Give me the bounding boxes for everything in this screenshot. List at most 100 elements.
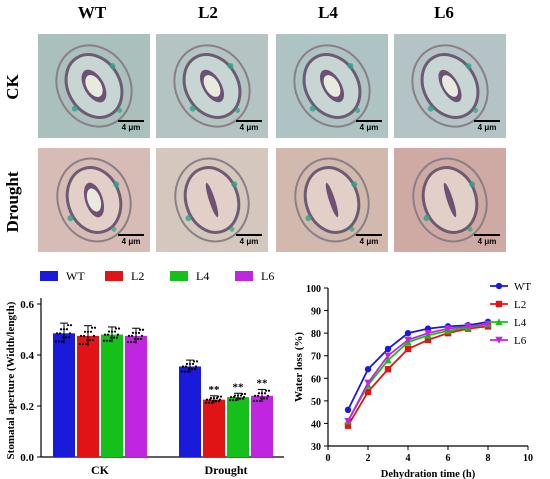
point-wt [384,345,392,353]
data-point [184,365,188,368]
scale-bar: 4 μm [118,234,144,246]
data-point [66,324,70,327]
data-point [60,340,64,343]
data-point [59,328,63,331]
y-tick-label: 100 [306,284,321,295]
x-tick-label: 8 [486,453,491,464]
point-l6 [384,352,392,360]
data-point [138,328,142,331]
scale-bar: 4 μm [118,120,144,132]
data-point [239,394,243,397]
scale-bar-line [118,234,144,236]
scale-bar-line [236,120,262,122]
data-point [241,397,245,400]
data-point [207,401,211,404]
point-l4 [384,356,392,364]
data-point [108,339,112,342]
column-label-l2: L2 [198,3,218,22]
data-point [107,330,111,333]
point-l2 [364,388,372,396]
column-label-l6: L6 [434,3,454,22]
data-point [205,398,209,401]
line-series-l2 [347,325,489,427]
bar-l2-ck [77,335,99,457]
data-point [217,400,221,403]
micrograph-drought-l6: 4 μm [394,148,506,252]
legend-marker-l6 [495,336,503,344]
data-point [130,334,134,337]
point-wt [344,406,352,414]
scale-bar-line [474,234,500,236]
legend-swatch-l2 [105,271,123,281]
column-label-wt: WT [77,3,107,22]
data-point [191,362,195,366]
legend-label-l2: L2 [514,299,526,311]
data-point [90,326,94,329]
y-tick-label: 30 [311,442,321,453]
data-point [243,392,247,396]
data-point [192,360,196,363]
point-l2 [344,422,352,429]
scale-bar-label: 4 μm [359,237,379,246]
scale-bar-label: 4 μm [239,237,259,246]
line-series-l4 [347,323,489,422]
data-point [78,342,82,346]
data-point [252,399,256,402]
stoma-image [394,148,506,252]
bar-wt-drought [179,366,201,457]
line-chart-y-axis-label: Water loss (%) [293,332,305,402]
data-point [129,340,133,344]
data-point [67,336,71,339]
x-tick-label: 4 [406,453,411,464]
data-point [194,365,198,368]
data-point [253,394,257,397]
scale-bar-label: 4 μm [477,237,497,246]
y-tick-label: 70 [311,352,321,363]
legend-label-l4: L4 [514,317,527,329]
significance-marker: ** [233,381,245,393]
data-point [132,340,136,344]
data-point [79,334,83,337]
data-point [185,362,189,366]
line-chart-x-axis-label: Dehydration time (h) [381,469,476,479]
scale-bar: 4 μm [474,120,500,132]
scale-bar-line [474,120,500,122]
data-point [262,397,266,400]
data-point [263,392,267,395]
data-point [190,367,194,371]
data-point [137,331,141,334]
data-point [183,370,187,373]
point-l2 [424,336,432,344]
scale-bar-line [118,120,144,122]
significance-marker: ** [257,377,269,389]
data-point [112,336,116,339]
data-point [117,327,121,330]
bar-chart-legend: WT L2 L4 L6 [40,268,280,286]
data-point [57,340,61,343]
data-point [114,327,118,330]
scale-bar-label: 4 μm [477,123,497,132]
y-tick-label: 80 [311,329,321,340]
scale-bar-line [356,120,382,122]
line-series-l6 [347,323,489,422]
data-point [141,328,145,331]
point-l6 [484,320,492,328]
scale-bar: 4 μm [356,120,382,132]
bar-l6-ck [125,335,147,457]
scale-bar-line [236,234,262,236]
micrograph-ck-l6: 4 μm [394,34,506,138]
legend-marker-l4 [495,318,503,326]
data-point [258,399,262,402]
data-point [106,333,110,336]
category-label-ck: CK [91,463,110,477]
legend-label-l4: L4 [196,269,210,283]
data-point [195,360,199,363]
micrograph-drought-wt: 4 μm [38,148,150,252]
scale-bar-line [356,234,382,236]
bar-l4-drought [227,397,249,457]
data-point [92,334,96,337]
data-point [131,331,135,334]
data-point [210,401,214,404]
data-point [93,326,97,329]
